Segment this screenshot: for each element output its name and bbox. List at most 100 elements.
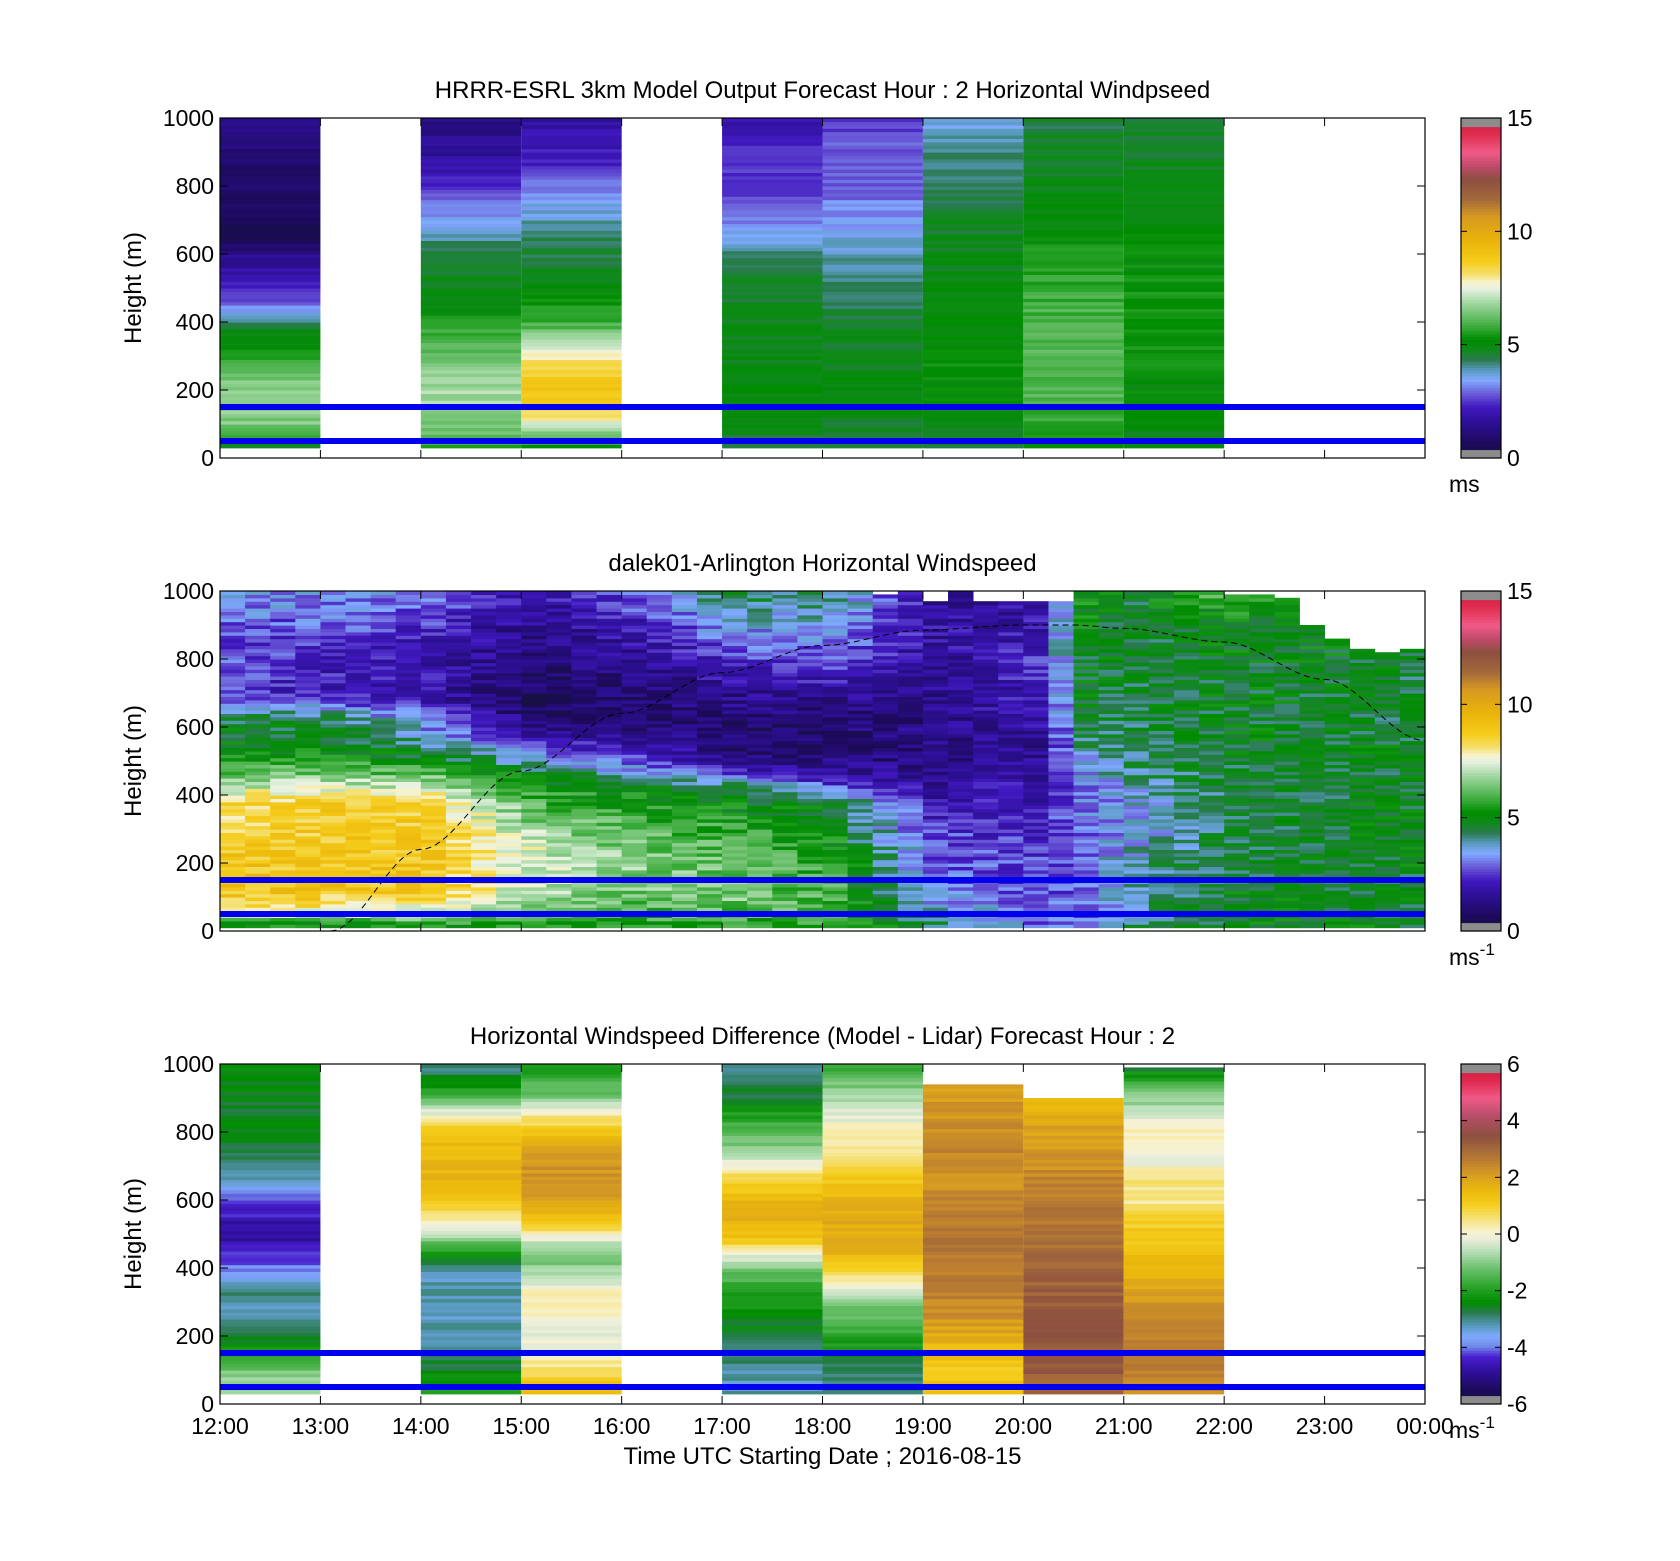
- heatmap-cell: [1048, 815, 1074, 820]
- heatmap-cell: [671, 825, 698, 830]
- heatmap-cell: [922, 216, 1024, 221]
- heatmap-cell: [1023, 679, 1049, 684]
- heatmap-cell: [722, 322, 823, 326]
- heatmap-cell: [722, 652, 748, 657]
- colorbar-swatch: [1461, 322, 1501, 326]
- heatmap-cell: [420, 621, 447, 626]
- heatmap-cell: [521, 209, 622, 214]
- heatmap-cell: [295, 791, 321, 796]
- heatmap-cell: [1073, 781, 1100, 786]
- heatmap-cell: [998, 903, 1024, 908]
- heatmap-cell: [922, 676, 949, 680]
- heatmap-cell: [420, 720, 447, 725]
- heatmap-cell: [370, 869, 397, 874]
- heatmap-cell: [521, 672, 547, 677]
- heatmap-cell: [973, 863, 999, 867]
- heatmap-cell: [270, 693, 296, 697]
- heatmap-cell: [722, 614, 748, 619]
- heatmap-cell: [1123, 220, 1225, 224]
- heatmap-cell: [1023, 155, 1124, 160]
- heatmap-cell: [1023, 737, 1049, 742]
- heatmap-cell: [1148, 815, 1175, 820]
- heatmap-cell: [220, 332, 321, 337]
- colorbar-swatch: [1461, 137, 1501, 142]
- heatmap-cell: [1199, 757, 1225, 762]
- heatmap-cell: [1148, 618, 1175, 623]
- heatmap-cell: [1123, 366, 1225, 371]
- heatmap-cell: [696, 591, 723, 595]
- heatmap-cell: [571, 812, 597, 816]
- heatmap-cell: [621, 750, 648, 755]
- heatmap-cell: [521, 131, 622, 136]
- heatmap-cell: [496, 825, 522, 830]
- heatmap-cell: [646, 815, 673, 820]
- heatmap-cell: [1199, 723, 1225, 728]
- heatmap-cell: [320, 689, 346, 694]
- heatmap-cell: [471, 764, 497, 769]
- heatmap-cell: [998, 689, 1024, 694]
- heatmap-cell: [1098, 883, 1125, 888]
- heatmap-cell: [948, 601, 974, 606]
- heatmap-cell: [445, 846, 472, 850]
- heatmap-cell: [772, 856, 798, 861]
- heatmap-cell: [420, 723, 447, 728]
- heatmap-cell: [1023, 839, 1049, 844]
- heatmap-cell: [671, 900, 698, 905]
- heatmap-cell: [671, 890, 698, 895]
- heatmap-cell: [320, 591, 346, 595]
- heatmap-cell: [822, 430, 923, 435]
- heatmap-cell: [420, 247, 522, 252]
- heatmap-cell: [445, 611, 472, 616]
- heatmap-cell: [1173, 788, 1200, 793]
- heatmap-cell: [822, 410, 923, 415]
- heatmap-cell: [596, 750, 623, 755]
- heatmap-cell: [395, 696, 422, 701]
- heatmap-cell: [345, 869, 372, 874]
- heatmap-cell: [1148, 920, 1175, 925]
- heatmap-cell: [220, 172, 321, 177]
- heatmap-cell: [245, 618, 271, 623]
- heatmap-cell: [420, 213, 522, 218]
- heatmap-cell: [646, 754, 673, 759]
- heatmap-cell: [220, 591, 246, 595]
- heatmap-cell: [1023, 196, 1124, 201]
- heatmap-cell: [1123, 652, 1150, 657]
- heatmap-cell: [571, 757, 597, 762]
- heatmap-cell: [295, 601, 321, 606]
- heatmap-cell: [345, 825, 372, 830]
- heatmap-cell: [922, 424, 1024, 428]
- heatmap-column: [797, 591, 823, 929]
- heatmap-cell: [220, 254, 321, 258]
- heatmap-cell: [998, 638, 1024, 643]
- heatmap-cell: [1073, 774, 1100, 779]
- heatmap-cell: [897, 730, 924, 735]
- heatmap-cell: [320, 628, 346, 633]
- heatmap-cell: [621, 642, 648, 646]
- heatmap-cell: [345, 781, 372, 786]
- heatmap-cell: [872, 710, 899, 714]
- heatmap-cell: [345, 604, 372, 609]
- heatmap-cell: [445, 744, 472, 748]
- colorbar-swatch: [1461, 404, 1501, 408]
- heatmap-cell: [646, 788, 673, 793]
- heatmap-cell: [220, 179, 321, 184]
- heatmap-cell: [471, 618, 497, 623]
- heatmap-cell: [772, 642, 798, 646]
- heatmap-cell: [1123, 216, 1225, 221]
- heatmap-cell: [220, 835, 246, 840]
- heatmap-cell: [948, 665, 974, 670]
- heatmap-cell: [1199, 747, 1225, 752]
- heatmap-cell: [1199, 920, 1225, 925]
- heatmap-cell: [420, 264, 522, 269]
- heatmap-cell: [822, 907, 848, 912]
- heatmap-cell: [922, 863, 949, 867]
- heatmap-cell: [822, 604, 848, 609]
- heatmap-cell: [295, 805, 321, 810]
- heatmap-cell: [1199, 917, 1225, 922]
- heatmap-cell: [1098, 591, 1125, 595]
- heatmap-cell: [471, 808, 497, 813]
- heatmap-cell: [1148, 832, 1175, 837]
- heatmap-cell: [948, 873, 974, 878]
- heatmap-cell: [1048, 866, 1074, 871]
- heatmap-cell: [922, 352, 1024, 357]
